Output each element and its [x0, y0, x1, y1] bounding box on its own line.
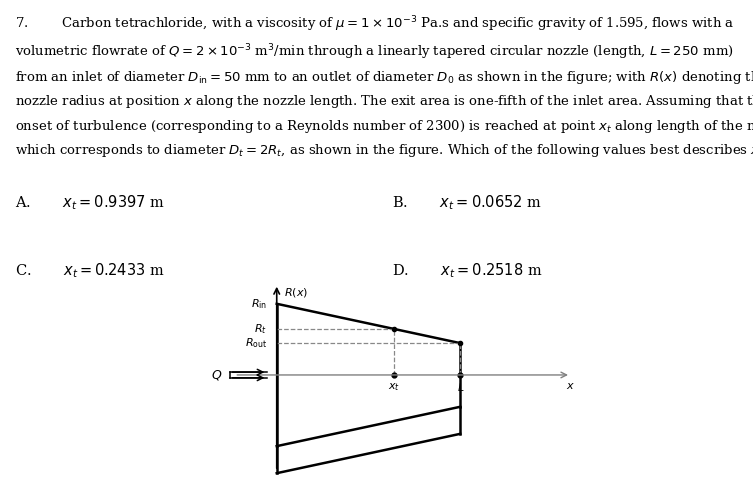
Text: $R(x)$: $R(x)$: [284, 286, 308, 299]
Text: $R_{\mathrm{in}}$: $R_{\mathrm{in}}$: [251, 297, 267, 311]
Text: $x$: $x$: [566, 382, 575, 391]
Text: $L$: $L$: [456, 382, 464, 393]
Text: 7.        Carbon tetrachloride, with a viscosity of $\mu = 1 \times 10^{-3}$ Pa.: 7. Carbon tetrachloride, with a viscosit…: [15, 14, 753, 159]
Text: C.       $x_t = 0.2433$ m: C. $x_t = 0.2433$ m: [15, 261, 165, 280]
Text: $R_t$: $R_t$: [255, 322, 267, 336]
Text: B.       $x_t = 0.0652$ m: B. $x_t = 0.0652$ m: [392, 193, 541, 212]
Text: D.       $x_t = 0.2518$ m: D. $x_t = 0.2518$ m: [392, 261, 542, 280]
Text: $R_{\mathrm{out}}$: $R_{\mathrm{out}}$: [245, 336, 267, 350]
Text: $x_t$: $x_t$: [389, 382, 401, 393]
Text: $Q$: $Q$: [212, 368, 223, 382]
Text: A.       $x_t = 0.9397$ m: A. $x_t = 0.9397$ m: [15, 193, 165, 212]
